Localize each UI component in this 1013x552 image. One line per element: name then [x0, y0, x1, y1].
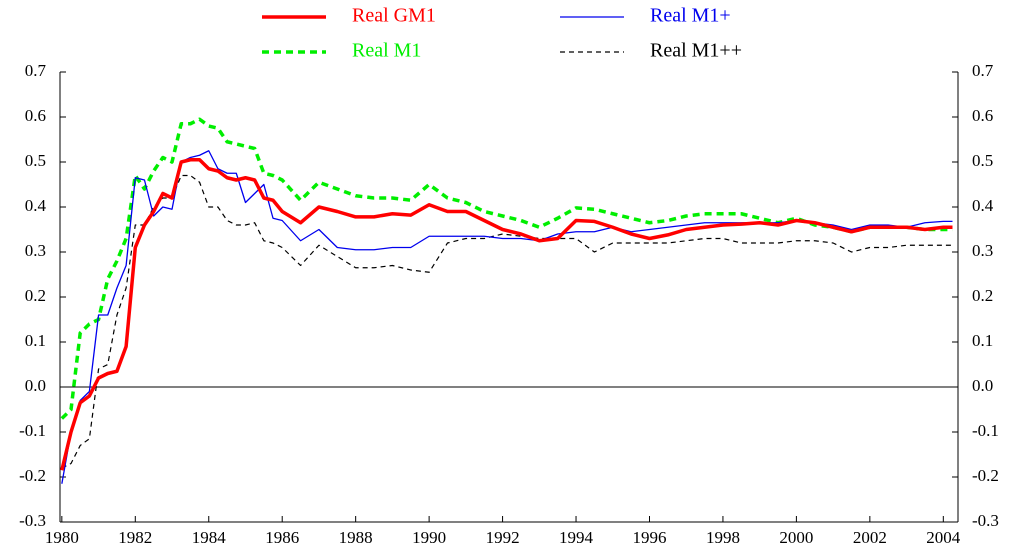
legend-label: Real M1+ — [650, 5, 731, 27]
y-tick-label: -0.3 — [19, 511, 46, 530]
x-tick-label: 1992 — [486, 528, 520, 547]
y2-tick-label: 0.4 — [972, 196, 994, 215]
x-tick-label: 1994 — [559, 528, 594, 547]
y-tick-label: 0.1 — [25, 331, 46, 350]
x-tick-label: 1982 — [118, 528, 152, 547]
y2-tick-label: 0.0 — [972, 376, 993, 395]
y-tick-label: 0.4 — [25, 196, 47, 215]
series-line — [60, 117, 953, 420]
legend-label: Real GM1 — [352, 5, 436, 27]
y-tick-label: -0.2 — [19, 466, 46, 485]
y2-tick-label: 0.7 — [972, 61, 994, 80]
y2-tick-label: -0.3 — [972, 511, 999, 530]
x-tick-label: 1980 — [45, 528, 79, 547]
y-tick-label: 0.2 — [25, 286, 46, 305]
y2-tick-label: -0.1 — [972, 421, 999, 440]
x-tick-label: 1996 — [632, 528, 666, 547]
y2-tick-label: 0.5 — [972, 151, 993, 170]
x-tick-label: 1986 — [265, 528, 299, 547]
y-tick-label: -0.1 — [19, 421, 46, 440]
y-tick-label: 0.0 — [25, 376, 46, 395]
series-line — [61, 150, 953, 484]
x-tick-label: 1998 — [706, 528, 740, 547]
legend-label: Real M1 — [352, 40, 421, 62]
x-tick-label: 1988 — [339, 528, 373, 547]
y2-tick-label: 0.3 — [972, 241, 993, 260]
y-tick-label: 0.3 — [25, 241, 46, 260]
y2-tick-label: -0.2 — [972, 466, 999, 485]
y-tick-label: 0.7 — [25, 61, 47, 80]
x-tick-label: 2004 — [926, 528, 961, 547]
series-line — [60, 158, 953, 471]
x-tick-label: 2002 — [853, 528, 887, 547]
x-tick-label: 2000 — [779, 528, 813, 547]
y2-tick-label: 0.6 — [972, 106, 993, 125]
x-tick-label: 1984 — [192, 528, 227, 547]
y2-tick-label: 0.2 — [972, 286, 993, 305]
x-tick-label: 1990 — [412, 528, 446, 547]
series-line — [61, 174, 953, 469]
y-tick-label: 0.5 — [25, 151, 46, 170]
y2-tick-label: 0.1 — [972, 331, 993, 350]
y-tick-label: 0.6 — [25, 106, 46, 125]
legend-label: Real M1++ — [650, 40, 742, 62]
